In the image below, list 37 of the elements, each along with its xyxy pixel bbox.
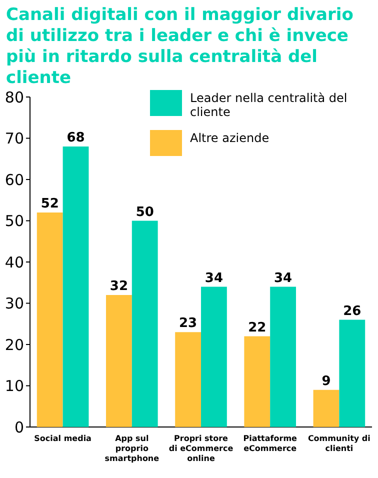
y-tick-label: 0 (14, 418, 24, 436)
data-label: 9 (322, 374, 331, 389)
x-tick-label: Social media (34, 434, 92, 443)
y-tick-label: 40 (4, 253, 24, 272)
bar (175, 332, 201, 427)
x-tick-label: Propri store di eCommerce online (168, 434, 234, 463)
bar (270, 286, 296, 427)
x-tick-label: Community di clienti (308, 434, 371, 453)
y-tick-label: 60 (4, 170, 24, 189)
data-label: 34 (204, 270, 223, 286)
bar (201, 286, 227, 427)
y-tick-label: 70 (4, 130, 24, 148)
bar (106, 295, 132, 427)
data-label: 34 (274, 270, 292, 286)
bar (313, 390, 340, 427)
x-tick-label: App sul proprio smartphone (104, 434, 160, 463)
y-tick-label: 80 (4, 88, 24, 106)
chart-title: Canali digitali con il maggior divario di utilizzo tra i leader e chi è invece più in ritardo sulla centralità del cliente (6, 5, 354, 88)
bar (132, 220, 158, 427)
x-tick-label: Piattaforme eCommerce (243, 434, 298, 453)
bar (36, 212, 63, 427)
data-label: 68 (66, 130, 85, 146)
y-tick-label: 30 (4, 294, 24, 312)
bar (339, 320, 366, 427)
data-label: 50 (136, 204, 154, 220)
y-tick-label: 20 (4, 336, 24, 354)
data-label: 26 (343, 304, 362, 319)
y-tick-label: 10 (4, 377, 24, 395)
data-label: 23 (179, 316, 198, 332)
data-label: 32 (110, 279, 128, 294)
bar (62, 146, 89, 427)
data-label: 52 (40, 196, 59, 212)
data-label: 22 (248, 320, 266, 336)
legend-label: Leader nella centralità del cliente (190, 91, 348, 119)
bar (244, 336, 270, 427)
legend-label: Altre aziende (190, 131, 270, 145)
y-tick-label: 50 (4, 212, 24, 230)
